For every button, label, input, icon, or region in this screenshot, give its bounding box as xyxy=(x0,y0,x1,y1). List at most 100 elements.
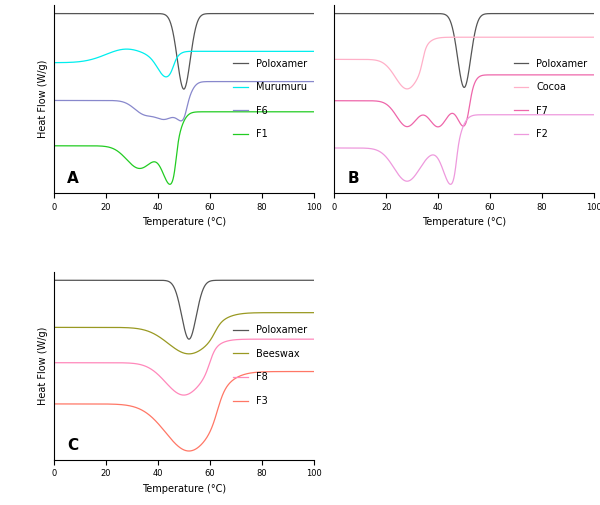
Poloxamer xyxy=(344,11,351,17)
Poloxamer xyxy=(590,11,598,17)
F7 xyxy=(434,124,442,130)
X-axis label: Temperature (°C): Temperature (°C) xyxy=(142,484,226,494)
Cocoa xyxy=(344,57,351,63)
F6 xyxy=(50,97,58,104)
Cocoa xyxy=(504,34,511,40)
F3 xyxy=(302,369,310,375)
Poloxamer xyxy=(170,283,177,289)
Murumuru xyxy=(177,50,184,57)
Line: Poloxamer: Poloxamer xyxy=(54,280,314,339)
Beeswax xyxy=(50,324,58,330)
Text: C: C xyxy=(67,438,78,453)
Murumuru xyxy=(123,46,130,52)
Cocoa xyxy=(331,57,338,63)
Poloxamer xyxy=(310,277,317,283)
F6 xyxy=(170,115,177,121)
F8 xyxy=(64,360,71,366)
Beeswax xyxy=(170,344,177,350)
Line: Beeswax: Beeswax xyxy=(54,313,314,354)
Poloxamer xyxy=(583,11,590,17)
Murumuru xyxy=(170,63,177,69)
F3 xyxy=(50,401,58,407)
Poloxamer xyxy=(64,11,71,17)
F2 xyxy=(590,112,598,118)
Murumuru xyxy=(303,48,310,55)
F6 xyxy=(303,79,310,85)
Beeswax xyxy=(255,310,262,316)
Cocoa xyxy=(583,34,590,40)
F2 xyxy=(331,145,338,151)
F8 xyxy=(302,336,310,342)
Poloxamer xyxy=(176,75,184,81)
F2 xyxy=(447,181,454,187)
Poloxamer xyxy=(170,31,177,37)
F3 xyxy=(185,448,193,454)
Legend: Poloxamer, Beeswax, F8, F3: Poloxamer, Beeswax, F8, F3 xyxy=(232,323,309,408)
Line: F6: F6 xyxy=(54,82,314,121)
Legend: Poloxamer, Murumuru, F6, F1: Poloxamer, Murumuru, F6, F1 xyxy=(232,57,309,141)
X-axis label: Temperature (°C): Temperature (°C) xyxy=(422,217,506,227)
Poloxamer xyxy=(450,31,457,37)
F7 xyxy=(457,121,464,127)
F1 xyxy=(170,174,177,180)
Line: Poloxamer: Poloxamer xyxy=(334,14,594,87)
Beeswax xyxy=(310,310,317,316)
F1 xyxy=(248,109,255,115)
Poloxamer xyxy=(302,11,310,17)
F6 xyxy=(310,79,317,85)
F1 xyxy=(255,109,262,115)
F8 xyxy=(302,336,310,342)
Poloxamer xyxy=(302,277,310,283)
Line: Cocoa: Cocoa xyxy=(334,37,594,89)
F7 xyxy=(331,97,338,104)
Line: F1: F1 xyxy=(54,112,314,184)
Poloxamer xyxy=(302,11,310,17)
Text: B: B xyxy=(347,172,359,186)
F2 xyxy=(583,112,590,118)
F7 xyxy=(535,72,542,78)
Text: A: A xyxy=(67,172,79,186)
Poloxamer xyxy=(302,277,310,283)
Murumuru xyxy=(50,60,58,66)
Legend: Poloxamer, Cocoa, F7, F2: Poloxamer, Cocoa, F7, F2 xyxy=(512,57,589,141)
Murumuru xyxy=(255,48,262,55)
Y-axis label: Heat Flow (W/g): Heat Flow (W/g) xyxy=(38,60,49,138)
F7 xyxy=(450,111,457,117)
F1 xyxy=(177,128,184,134)
F7 xyxy=(344,97,351,104)
F1 xyxy=(303,109,310,115)
F8 xyxy=(50,360,58,366)
Beeswax xyxy=(302,310,310,316)
F7 xyxy=(590,72,598,78)
Poloxamer xyxy=(255,277,262,283)
Cocoa xyxy=(450,34,457,40)
F1 xyxy=(302,109,310,115)
Murumuru xyxy=(64,60,71,66)
Cocoa xyxy=(583,34,590,40)
F8 xyxy=(255,336,262,342)
F6 xyxy=(64,97,71,104)
Poloxamer xyxy=(180,86,187,92)
F7 xyxy=(529,72,536,78)
F2 xyxy=(535,112,542,118)
Cocoa xyxy=(404,86,411,92)
Murumuru xyxy=(163,74,170,80)
Beeswax xyxy=(185,351,193,357)
F3 xyxy=(176,445,184,451)
Poloxamer xyxy=(331,11,338,17)
F2 xyxy=(516,112,523,118)
Poloxamer xyxy=(457,74,464,80)
F1 xyxy=(50,143,58,149)
Poloxamer xyxy=(255,11,262,17)
Beeswax xyxy=(176,348,184,355)
F3 xyxy=(170,438,177,444)
Line: Poloxamer: Poloxamer xyxy=(54,14,314,89)
F3 xyxy=(302,369,310,375)
F3 xyxy=(64,401,71,407)
F6 xyxy=(247,79,254,85)
F8 xyxy=(170,387,177,393)
F2 xyxy=(457,131,464,137)
F7 xyxy=(583,72,590,78)
Line: Murumuru: Murumuru xyxy=(54,49,314,77)
F7 xyxy=(583,72,590,78)
